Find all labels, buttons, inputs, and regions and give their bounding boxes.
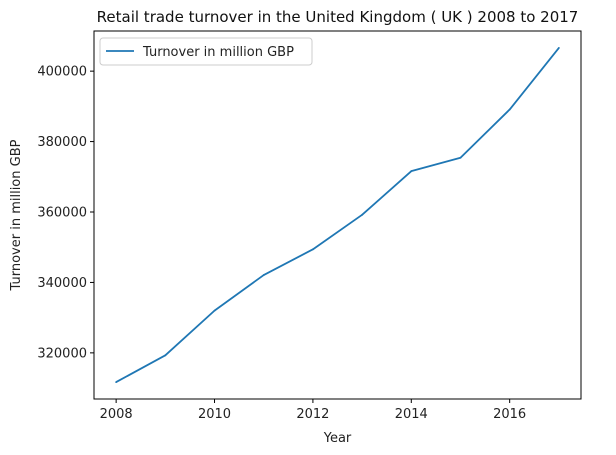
x-tick-label: 2014 — [395, 407, 428, 422]
legend-entry: Turnover in million GBP — [142, 45, 294, 60]
legend: Turnover in million GBP — [99, 37, 313, 66]
x-tick-label: 2016 — [493, 407, 526, 422]
data-point — [164, 354, 167, 357]
x-tick-label: 2008 — [100, 407, 133, 422]
y-tick-label: 340000 — [37, 276, 87, 291]
data-point — [312, 248, 314, 251]
y-tick-label: 320000 — [37, 346, 87, 361]
data-point — [508, 108, 511, 111]
data-point — [115, 381, 118, 383]
x-axis-label: Year — [323, 431, 352, 446]
x-tick-label: 2012 — [296, 407, 329, 422]
y-axis-ticks: 320000 340000 360000 380000 400000 — [37, 65, 94, 361]
data-point — [410, 170, 413, 173]
legend-box — [99, 37, 313, 66]
data-point — [557, 47, 560, 49]
data-point — [459, 156, 462, 159]
chart-title: Retail trade turnover in the United King… — [97, 8, 579, 26]
y-tick-label: 360000 — [37, 206, 87, 221]
x-axis-ticks: 2008 2010 2012 2014 2016 — [100, 399, 526, 422]
y-tick-label: 380000 — [37, 135, 87, 150]
y-axis-label: Turnover in million GBP — [9, 139, 24, 291]
plot-frame — [93, 30, 582, 400]
data-point — [262, 274, 265, 276]
y-tick-label: 400000 — [37, 65, 87, 80]
data-point — [361, 213, 363, 216]
data-point — [213, 309, 216, 312]
x-tick-label: 2010 — [198, 407, 231, 422]
series-line — [115, 47, 560, 383]
plot-area: 2008 2010 2012 2014 2016 3200003400003600003… — [37, 30, 582, 422]
series-layer — [115, 47, 560, 383]
